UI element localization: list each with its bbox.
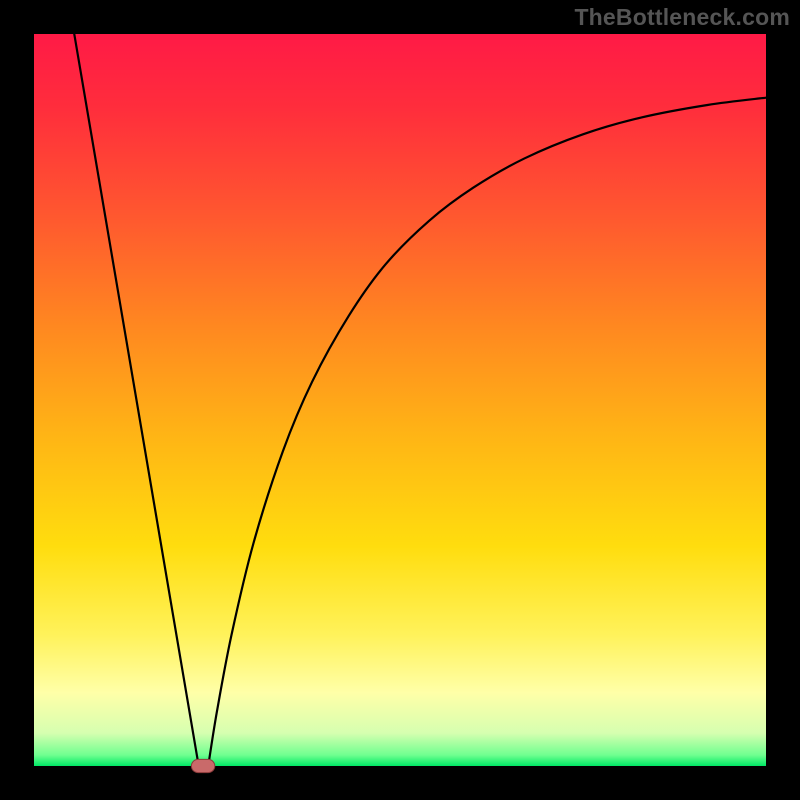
watermark-text: TheBottleneck.com: [574, 4, 790, 31]
bottleneck-plot: [0, 0, 800, 800]
plot-background: [34, 34, 766, 766]
optimal-marker: [191, 759, 214, 772]
chart-frame: TheBottleneck.com: [0, 0, 800, 800]
